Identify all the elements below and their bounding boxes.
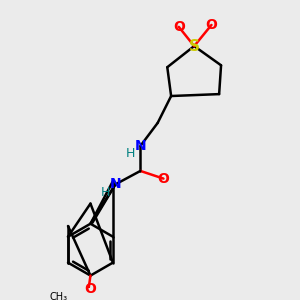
Text: N: N xyxy=(110,177,121,191)
Text: CH₃: CH₃ xyxy=(49,292,68,300)
Text: O: O xyxy=(85,282,96,296)
Text: O: O xyxy=(158,172,169,186)
Text: H: H xyxy=(126,147,136,160)
Text: O: O xyxy=(206,18,218,32)
Text: H: H xyxy=(101,185,110,199)
Text: N: N xyxy=(135,139,146,153)
Text: O: O xyxy=(173,20,185,34)
Text: S: S xyxy=(189,39,200,54)
